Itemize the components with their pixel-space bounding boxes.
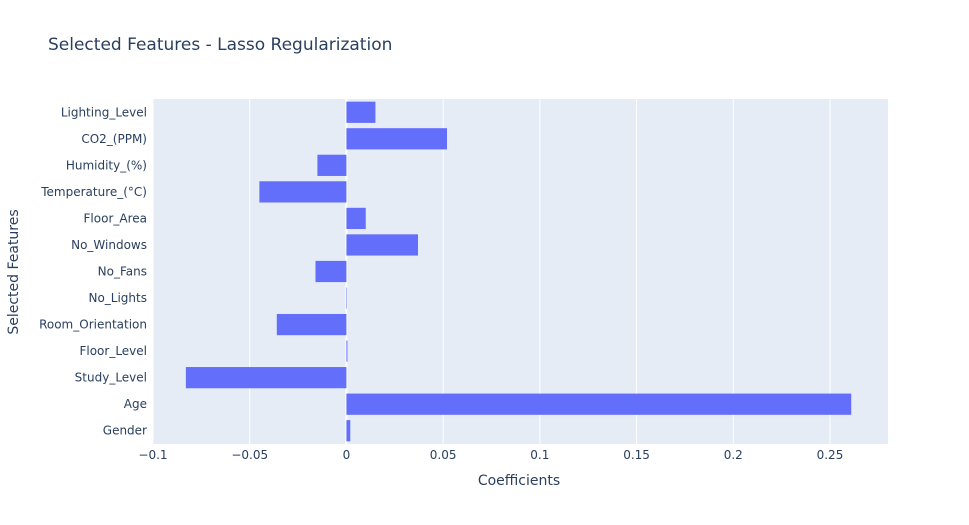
x-tick-label: −0.05 <box>231 448 268 462</box>
x-tick-label: 0 <box>343 448 351 462</box>
y-tick-label: Lighting_Level <box>61 105 147 119</box>
y-tick-label: Gender <box>103 424 147 438</box>
y-tick-label: Floor_Level <box>79 344 147 358</box>
bar-co2-ppm <box>346 128 447 150</box>
x-axis-ticks: −0.1 −0.05 0 0.05 0.1 0.15 0.2 0.25 <box>138 448 843 462</box>
y-tick-label: Temperature_(°C) <box>40 185 147 199</box>
bar-temperature-c <box>259 181 347 203</box>
y-tick-label: No_Fans <box>98 265 147 279</box>
y-tick-label: Floor_Area <box>84 211 147 225</box>
bar-age <box>346 393 852 415</box>
bar-room-orientation <box>276 313 347 336</box>
y-tick-label: CO2_(PPM) <box>81 132 147 146</box>
bar-gender <box>346 420 351 442</box>
bar-no-lights <box>346 287 347 309</box>
bar-lighting-level <box>346 101 376 123</box>
bar-no-fans <box>315 260 347 283</box>
y-axis-title: Selected Features <box>6 209 22 334</box>
x-tick-label: −0.1 <box>138 448 167 462</box>
bar-humidity <box>317 154 347 176</box>
x-tick-label: 0.2 <box>724 448 743 462</box>
x-tick-label: 0.05 <box>430 448 457 462</box>
plot-area <box>153 99 888 444</box>
x-tick-label: 0.25 <box>817 448 844 462</box>
y-tick-label: Study_Level <box>75 371 147 385</box>
bar-study-level <box>185 367 347 389</box>
x-tick-label: 0.15 <box>623 448 650 462</box>
y-tick-label: No_Lights <box>88 291 147 305</box>
bar-floor-area <box>346 207 366 230</box>
y-tick-label: Room_Orientation <box>39 318 147 332</box>
y-tick-label: Age <box>124 397 147 411</box>
y-tick-label: No_Windows <box>71 238 147 252</box>
bar-no-windows <box>346 234 418 256</box>
y-tick-label: Humidity_(%) <box>66 158 147 172</box>
bars <box>185 101 852 442</box>
y-axis-ticks: Gender Age Study_Level Floor_Level Room_Orie… <box>39 105 147 437</box>
chart-title: Selected Features - Lasso Regularization <box>48 35 392 55</box>
x-axis-title: Coefficients <box>478 473 560 489</box>
bar-floor-level <box>346 340 348 362</box>
x-tick-label: 0.1 <box>530 448 549 462</box>
